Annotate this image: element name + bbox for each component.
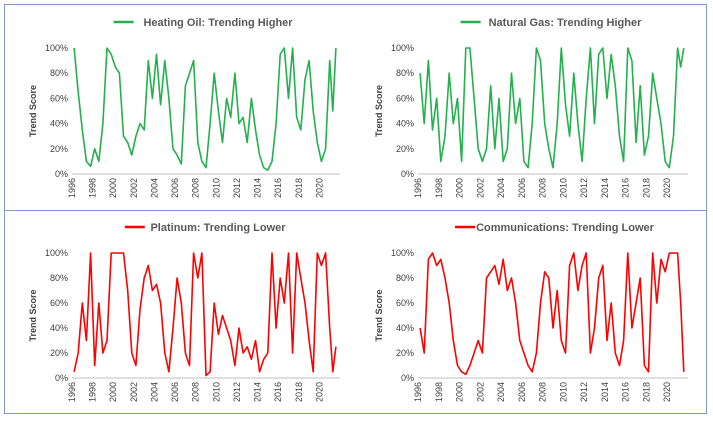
x-tick-label: 2000 xyxy=(108,178,118,198)
x-tick-label: 2006 xyxy=(170,382,180,402)
y-tick-label: 60% xyxy=(396,93,414,103)
y-tick-label: 80% xyxy=(50,68,68,78)
series-line xyxy=(73,252,337,377)
x-tick-label: 2004 xyxy=(149,178,159,198)
x-tick-label: 1998 xyxy=(88,178,98,198)
x-tick-label: 2012 xyxy=(232,382,242,402)
x-tick-label: 2020 xyxy=(662,382,672,402)
chart-title: Natural Gas: Trending Higher xyxy=(489,17,643,29)
x-tick-label: 2010 xyxy=(211,178,221,198)
x-tick-label: 2014 xyxy=(600,382,610,402)
y-tick-label: 0% xyxy=(55,373,68,383)
x-tick-label: 2018 xyxy=(641,382,651,402)
y-tick-label: 100% xyxy=(391,43,414,53)
y-tick-label: 100% xyxy=(391,248,414,258)
chart-frame xyxy=(4,4,707,414)
x-tick-label: 2014 xyxy=(600,178,610,198)
x-tick-label: 1998 xyxy=(434,382,444,402)
x-tick-label: 2018 xyxy=(294,382,304,402)
x-tick-label: 2020 xyxy=(314,178,324,198)
y-tick-label: 20% xyxy=(50,348,68,358)
x-tick-label: 2010 xyxy=(558,382,568,402)
x-tick-label: 2006 xyxy=(170,178,180,198)
x-tick-label: 2002 xyxy=(129,382,139,402)
x-tick-label: 1996 xyxy=(413,382,423,402)
x-tick-label: 2012 xyxy=(232,178,242,198)
x-tick-label: 2008 xyxy=(538,382,548,402)
x-tick-label: 2010 xyxy=(558,178,568,198)
x-tick-label: 2008 xyxy=(191,178,201,198)
x-tick-label: 2004 xyxy=(496,382,506,402)
y-axis-label: Trend Score xyxy=(28,85,38,137)
x-tick-label: 1996 xyxy=(67,382,77,402)
y-axis-label: Trend Score xyxy=(374,289,384,341)
y-tick-label: 60% xyxy=(396,298,414,308)
chart-panel-4: Communications: Trending Lower 0% 20% 40% 60… xyxy=(374,222,688,402)
y-tick-label: 100% xyxy=(45,248,68,258)
x-tick-label: 2000 xyxy=(455,178,465,198)
chart-panel-3: Platinum: Trending Lower 0% 20% 40% 60% 80% 10… xyxy=(28,222,340,402)
x-tick-label: 2008 xyxy=(538,178,548,198)
x-tick-label: 2010 xyxy=(211,382,221,402)
series-line xyxy=(73,47,337,171)
chart-title: Platinum: Trending Lower xyxy=(150,222,286,234)
x-tick-label: 2016 xyxy=(621,382,631,402)
series-line xyxy=(419,252,685,376)
x-tick-label: 1998 xyxy=(88,382,98,402)
x-tick-label: 2008 xyxy=(191,382,201,402)
y-tick-label: 80% xyxy=(396,68,414,78)
series-line xyxy=(419,47,685,169)
x-tick-label: 2004 xyxy=(496,178,506,198)
y-tick-label: 20% xyxy=(50,144,68,154)
y-axis-label: Trend Score xyxy=(28,289,38,341)
x-tick-label: 2016 xyxy=(273,382,283,402)
y-tick-label: 40% xyxy=(50,119,68,129)
x-tick-label: 2000 xyxy=(455,382,465,402)
chart-title: Communications: Trending Lower xyxy=(476,222,655,234)
x-tick-label: 2018 xyxy=(294,178,304,198)
x-tick-label: 2002 xyxy=(129,178,139,198)
chart-panel-2: Natural Gas: Trending Higher 0% 20% 40% 60% 8… xyxy=(374,17,688,198)
y-tick-label: 20% xyxy=(396,144,414,154)
x-tick-label: 2020 xyxy=(662,178,672,198)
y-tick-label: 0% xyxy=(401,373,414,383)
y-axis-label: Trend Score xyxy=(374,85,384,137)
x-tick-label: 2020 xyxy=(314,382,324,402)
x-tick-label: 2016 xyxy=(273,178,283,198)
x-tick-label: 2018 xyxy=(641,178,651,198)
y-tick-label: 40% xyxy=(50,323,68,333)
y-tick-label: 80% xyxy=(50,273,68,283)
panel-divider xyxy=(4,210,707,211)
x-tick-label: 2014 xyxy=(253,178,263,198)
y-tick-label: 0% xyxy=(55,169,68,179)
x-tick-label: 2006 xyxy=(517,382,527,402)
x-tick-label: 2002 xyxy=(475,382,485,402)
y-tick-label: 40% xyxy=(396,119,414,129)
y-tick-label: 0% xyxy=(401,169,414,179)
x-tick-label: 1998 xyxy=(434,178,444,198)
y-tick-label: 80% xyxy=(396,273,414,283)
x-tick-label: 2012 xyxy=(579,382,589,402)
y-tick-label: 60% xyxy=(50,93,68,103)
x-tick-label: 1996 xyxy=(413,178,423,198)
x-tick-label: 2006 xyxy=(517,178,527,198)
chart-title: Heating Oil: Trending Higher xyxy=(143,17,293,29)
x-tick-label: 2002 xyxy=(475,178,485,198)
y-tick-label: 40% xyxy=(396,323,414,333)
x-tick-label: 2012 xyxy=(579,178,589,198)
chart-panel-1: Heating Oil: Trending Higher 0% 20% 40% 60% 8… xyxy=(28,17,340,198)
x-tick-label: 2014 xyxy=(253,382,263,402)
x-tick-label: 2016 xyxy=(621,178,631,198)
y-tick-label: 20% xyxy=(396,348,414,358)
x-tick-label: 1996 xyxy=(67,178,77,198)
y-tick-label: 60% xyxy=(50,298,68,308)
y-tick-label: 100% xyxy=(45,43,68,53)
x-tick-label: 2000 xyxy=(108,382,118,402)
x-tick-label: 2004 xyxy=(149,382,159,402)
